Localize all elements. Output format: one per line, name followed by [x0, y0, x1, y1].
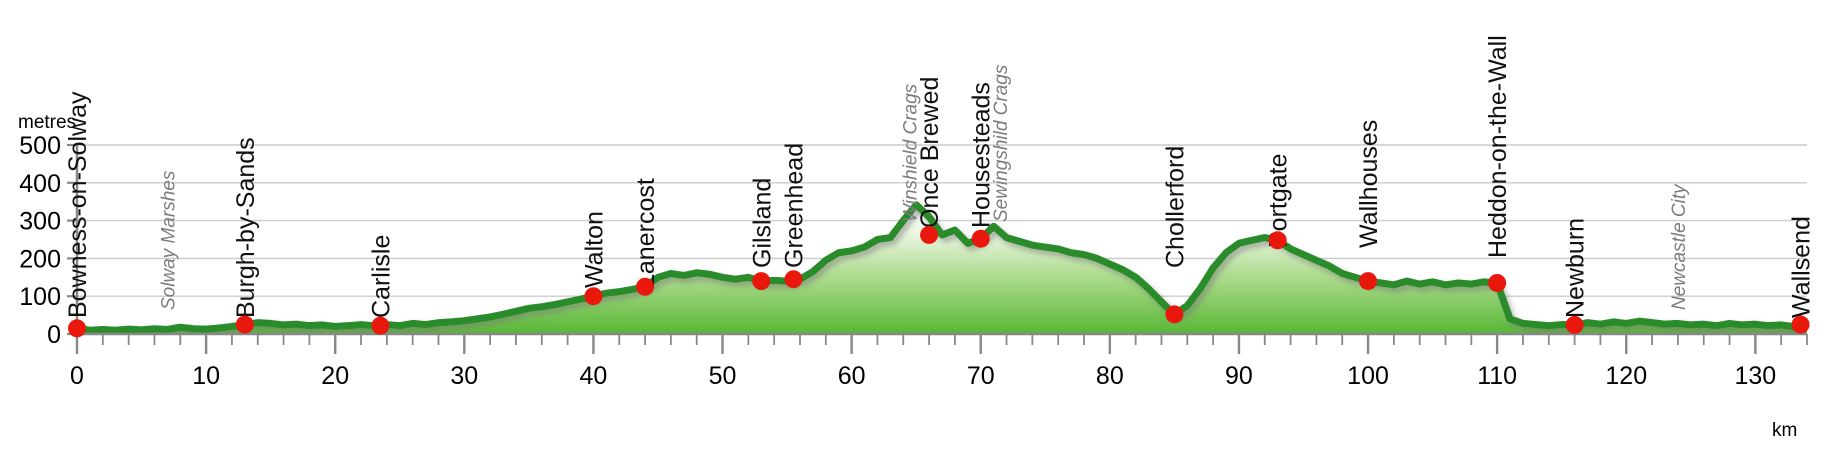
waypoint-marker[interactable]	[371, 316, 390, 335]
waypoint-marker[interactable]	[784, 270, 803, 289]
y-axis-tick-label: 500	[19, 132, 61, 160]
x-axis-tick-label: 90	[1225, 362, 1253, 390]
place-label: Walton	[580, 211, 608, 288]
annotation-label: Solway Marshes	[158, 170, 179, 310]
place-label: Once Brewed	[916, 77, 944, 228]
place-label: Carlisle	[367, 235, 395, 318]
waypoint-marker[interactable]	[971, 229, 990, 248]
place-label: Greenhead	[781, 143, 809, 268]
waypoint-marker[interactable]	[1565, 315, 1584, 334]
y-axis-unit-label: metres	[18, 112, 76, 133]
waypoint-marker[interactable]	[636, 277, 655, 296]
waypoint-marker[interactable]	[584, 287, 603, 306]
waypoint-marker[interactable]	[1488, 273, 1507, 292]
waypoint-marker[interactable]	[752, 272, 771, 291]
place-label: Gilsland	[748, 178, 776, 268]
x-axis-tick-label: 130	[1734, 362, 1776, 390]
waypoint-marker[interactable]	[1791, 315, 1810, 334]
x-axis-tick-label: 60	[838, 362, 866, 390]
x-axis-tick-label: 50	[709, 362, 737, 390]
place-label: Chollerford	[1161, 146, 1189, 268]
waypoint-marker[interactable]	[1165, 305, 1184, 324]
annotation-label: Newcastle City	[1669, 183, 1690, 310]
y-axis-tick-label: 200	[19, 245, 61, 273]
watermark: © www.hillwalktours.com	[580, 342, 977, 379]
place-label: Newburn	[1562, 218, 1590, 318]
y-axis-tick-label: 0	[47, 321, 61, 349]
x-axis-tick-label: 0	[70, 362, 84, 390]
watermark-text: © www.hillwalktours.com	[580, 342, 977, 379]
elevation-line	[77, 201, 1807, 334]
y-axis-tick-label: 400	[19, 170, 61, 198]
annotation-label: Winshield Crags	[901, 83, 922, 222]
waypoint-marker[interactable]	[235, 315, 254, 334]
place-label: Burgh-by-Sands	[232, 137, 260, 318]
y-axis-tick-label: 300	[19, 208, 61, 236]
waypoint-marker[interactable]	[1268, 231, 1287, 250]
x-axis-tick-label: 20	[321, 362, 349, 390]
x-axis-tick-label: 10	[192, 362, 220, 390]
place-label: Wallsend	[1788, 216, 1816, 318]
x-axis-tick-label: 100	[1347, 362, 1389, 390]
place-label: Heddon-on-the-Wall	[1484, 35, 1512, 258]
x-axis-tick-label: 80	[1096, 362, 1124, 390]
place-labels: Bowness-on-Solway Burgh-by-Sands Carlisle W…	[64, 35, 1816, 318]
x-axis-tick-label: 30	[450, 362, 478, 390]
waypoint-marker[interactable]	[68, 319, 86, 338]
x-axis: 0 10 20 30 40 50 60 70 80 90 100 110 120 130	[70, 332, 1808, 390]
place-label: Wallhouses	[1355, 120, 1383, 248]
x-axis-tick-label: 40	[580, 362, 608, 390]
x-axis-tick-label: 110	[1477, 362, 1517, 390]
elevation-area	[77, 204, 1807, 334]
place-label: Lanercost	[632, 178, 660, 288]
place-label: Housesteads	[968, 82, 996, 228]
waypoint-markers	[68, 225, 1810, 338]
x-axis-unit-label: km	[1772, 420, 1797, 441]
y-axis: 0 100 200 300 400 500	[19, 132, 79, 349]
waypoint-marker[interactable]	[920, 225, 939, 244]
x-axis-tick-label: 120	[1605, 362, 1647, 390]
annotation-label: Sewingshild Crags	[991, 64, 1012, 222]
x-axis-tick-label: 70	[967, 362, 995, 390]
waypoint-marker[interactable]	[1359, 272, 1378, 291]
place-label: Bowness-on-Solway	[64, 91, 92, 318]
y-axis-tick-label: 100	[19, 283, 61, 311]
